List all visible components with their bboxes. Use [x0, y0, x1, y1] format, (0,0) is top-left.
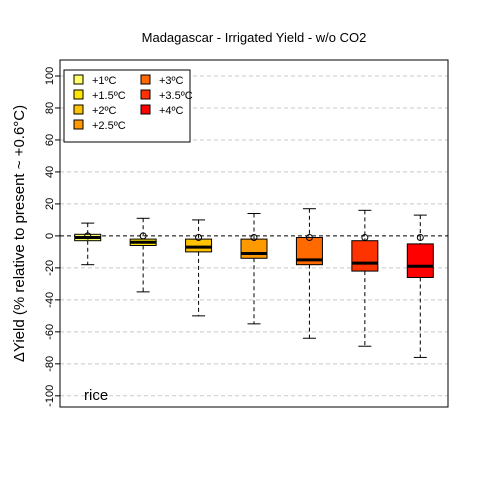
y-tick-label: -100: [44, 385, 56, 407]
box-mean-marker: [416, 233, 424, 241]
y-tick-label: -40: [44, 292, 56, 308]
box-1: [74, 222, 102, 266]
y-tick-label: -80: [44, 356, 56, 372]
y-tick-label: 60: [44, 134, 56, 146]
box-mean-marker: [139, 232, 147, 240]
box-iqr: [185, 238, 213, 253]
legend-label: +3.5ºC: [159, 90, 193, 102]
legend-label: +3ºC: [159, 75, 184, 87]
y-tick-label: 0: [44, 233, 56, 239]
box-mean-marker: [361, 233, 369, 241]
y-tick-label: 100: [44, 67, 56, 85]
box-iqr: [351, 240, 379, 272]
y-tick-label: -60: [44, 324, 56, 340]
legend-box: [63, 69, 191, 143]
box-7: [406, 214, 434, 358]
legend-swatch: [73, 74, 84, 85]
box-3: [185, 219, 213, 317]
chart-title: Madagascar - Irrigated Yield - w/o CO2: [142, 30, 367, 45]
y-tick-label: 20: [44, 198, 56, 210]
legend-label: +2.5ºC: [92, 120, 126, 132]
legend-swatch: [140, 74, 151, 85]
y-axis-label: ΔYield (% relative to present ~ +0.6°C): [11, 105, 28, 362]
box-4: [240, 213, 268, 325]
box-6: [351, 209, 379, 347]
legend-swatch: [73, 89, 84, 100]
box-mean-marker: [250, 233, 258, 241]
box-5: [295, 208, 323, 339]
y-axis: -100 -80 -60 -40 -20 0 20 40 60 80 100: [44, 67, 60, 407]
box-2: [129, 217, 157, 293]
legend-label: +1.5ºC: [92, 90, 126, 102]
y-tick-label: -20: [44, 260, 56, 276]
plot-frame: [59, 59, 449, 408]
y-tick-label: 40: [44, 166, 56, 178]
legend-label: +4ºC: [159, 105, 184, 117]
legend-label: +2ºC: [92, 105, 117, 117]
legend-swatch: [140, 104, 151, 115]
crop-annotation: rice: [84, 387, 108, 404]
box-mean-marker: [305, 233, 313, 241]
box-series: [74, 208, 434, 358]
legend-label: +1ºC: [92, 75, 117, 87]
legend-swatch: [73, 119, 84, 130]
box-iqr: [406, 243, 434, 278]
legend-swatch: [140, 89, 151, 100]
box-iqr: [240, 238, 268, 259]
y-tick-label: 80: [44, 102, 56, 114]
box-mean-marker: [84, 232, 92, 240]
legend: +1ºC +1.5ºC +2ºC +2.5ºC +3ºC +3.5ºC +4ºC: [63, 69, 193, 143]
box-mean-marker: [195, 233, 203, 241]
legend-swatch: [73, 104, 84, 115]
